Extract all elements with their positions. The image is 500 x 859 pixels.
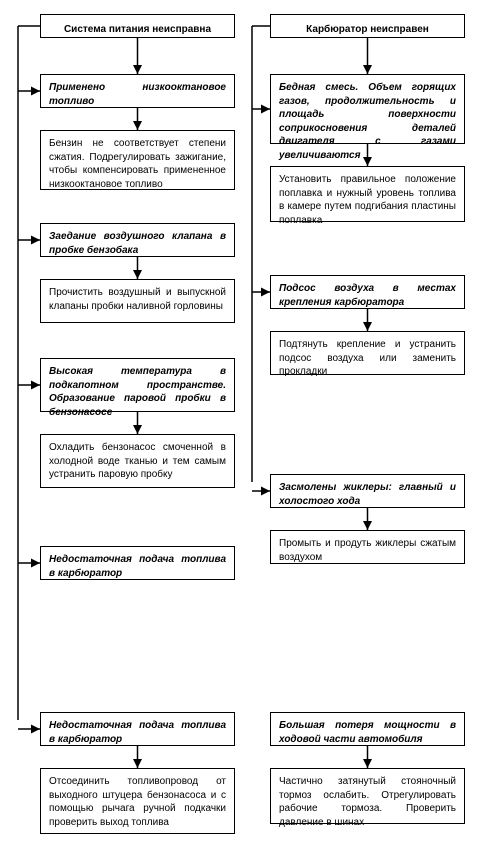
node-L8: Недостаточная подача топлива в карбюрато… (40, 712, 235, 746)
node-L3: Заедание воздушного клапана в пробке бен… (40, 223, 235, 257)
node-R1: Бедная смесь. Объем горящих газов, продо… (270, 74, 465, 144)
node-R7: Большая потеря мощности в ходовой части … (270, 712, 465, 746)
node-L9: Отсоединить топливопровод от выходного ш… (40, 768, 235, 834)
node-R3: Подсос воздуха в местах крепления карбюр… (270, 275, 465, 309)
node-L5: Высокая температура в подкапотном простр… (40, 358, 235, 412)
flowchart-canvas: Система питания неисправна Применено низк… (0, 0, 500, 859)
node-L0: Система питания неисправна (40, 14, 235, 38)
node-R6: Промыть и продуть жиклеры сжатым воздухо… (270, 530, 465, 564)
node-L1: Применено низкооктановое топливо (40, 74, 235, 108)
node-R2: Установить правильное положение поплавка… (270, 166, 465, 222)
node-R8: Частично затянутый стояночный тормоз осл… (270, 768, 465, 824)
node-L2: Бензин не соответствует степени сжатия. … (40, 130, 235, 190)
node-R0: Карбюратор неисправен (270, 14, 465, 38)
node-R4: Подтянуть крепление и устранить подсос в… (270, 331, 465, 375)
node-L6: Охладить бензонасос смоченной в холодной… (40, 434, 235, 488)
node-R5: Засмолены жиклеры: главный и холостого х… (270, 474, 465, 508)
node-L4: Прочистить воздушный и выпускной клапаны… (40, 279, 235, 323)
node-L7: Недостаточная подача топлива в карбюрато… (40, 546, 235, 580)
